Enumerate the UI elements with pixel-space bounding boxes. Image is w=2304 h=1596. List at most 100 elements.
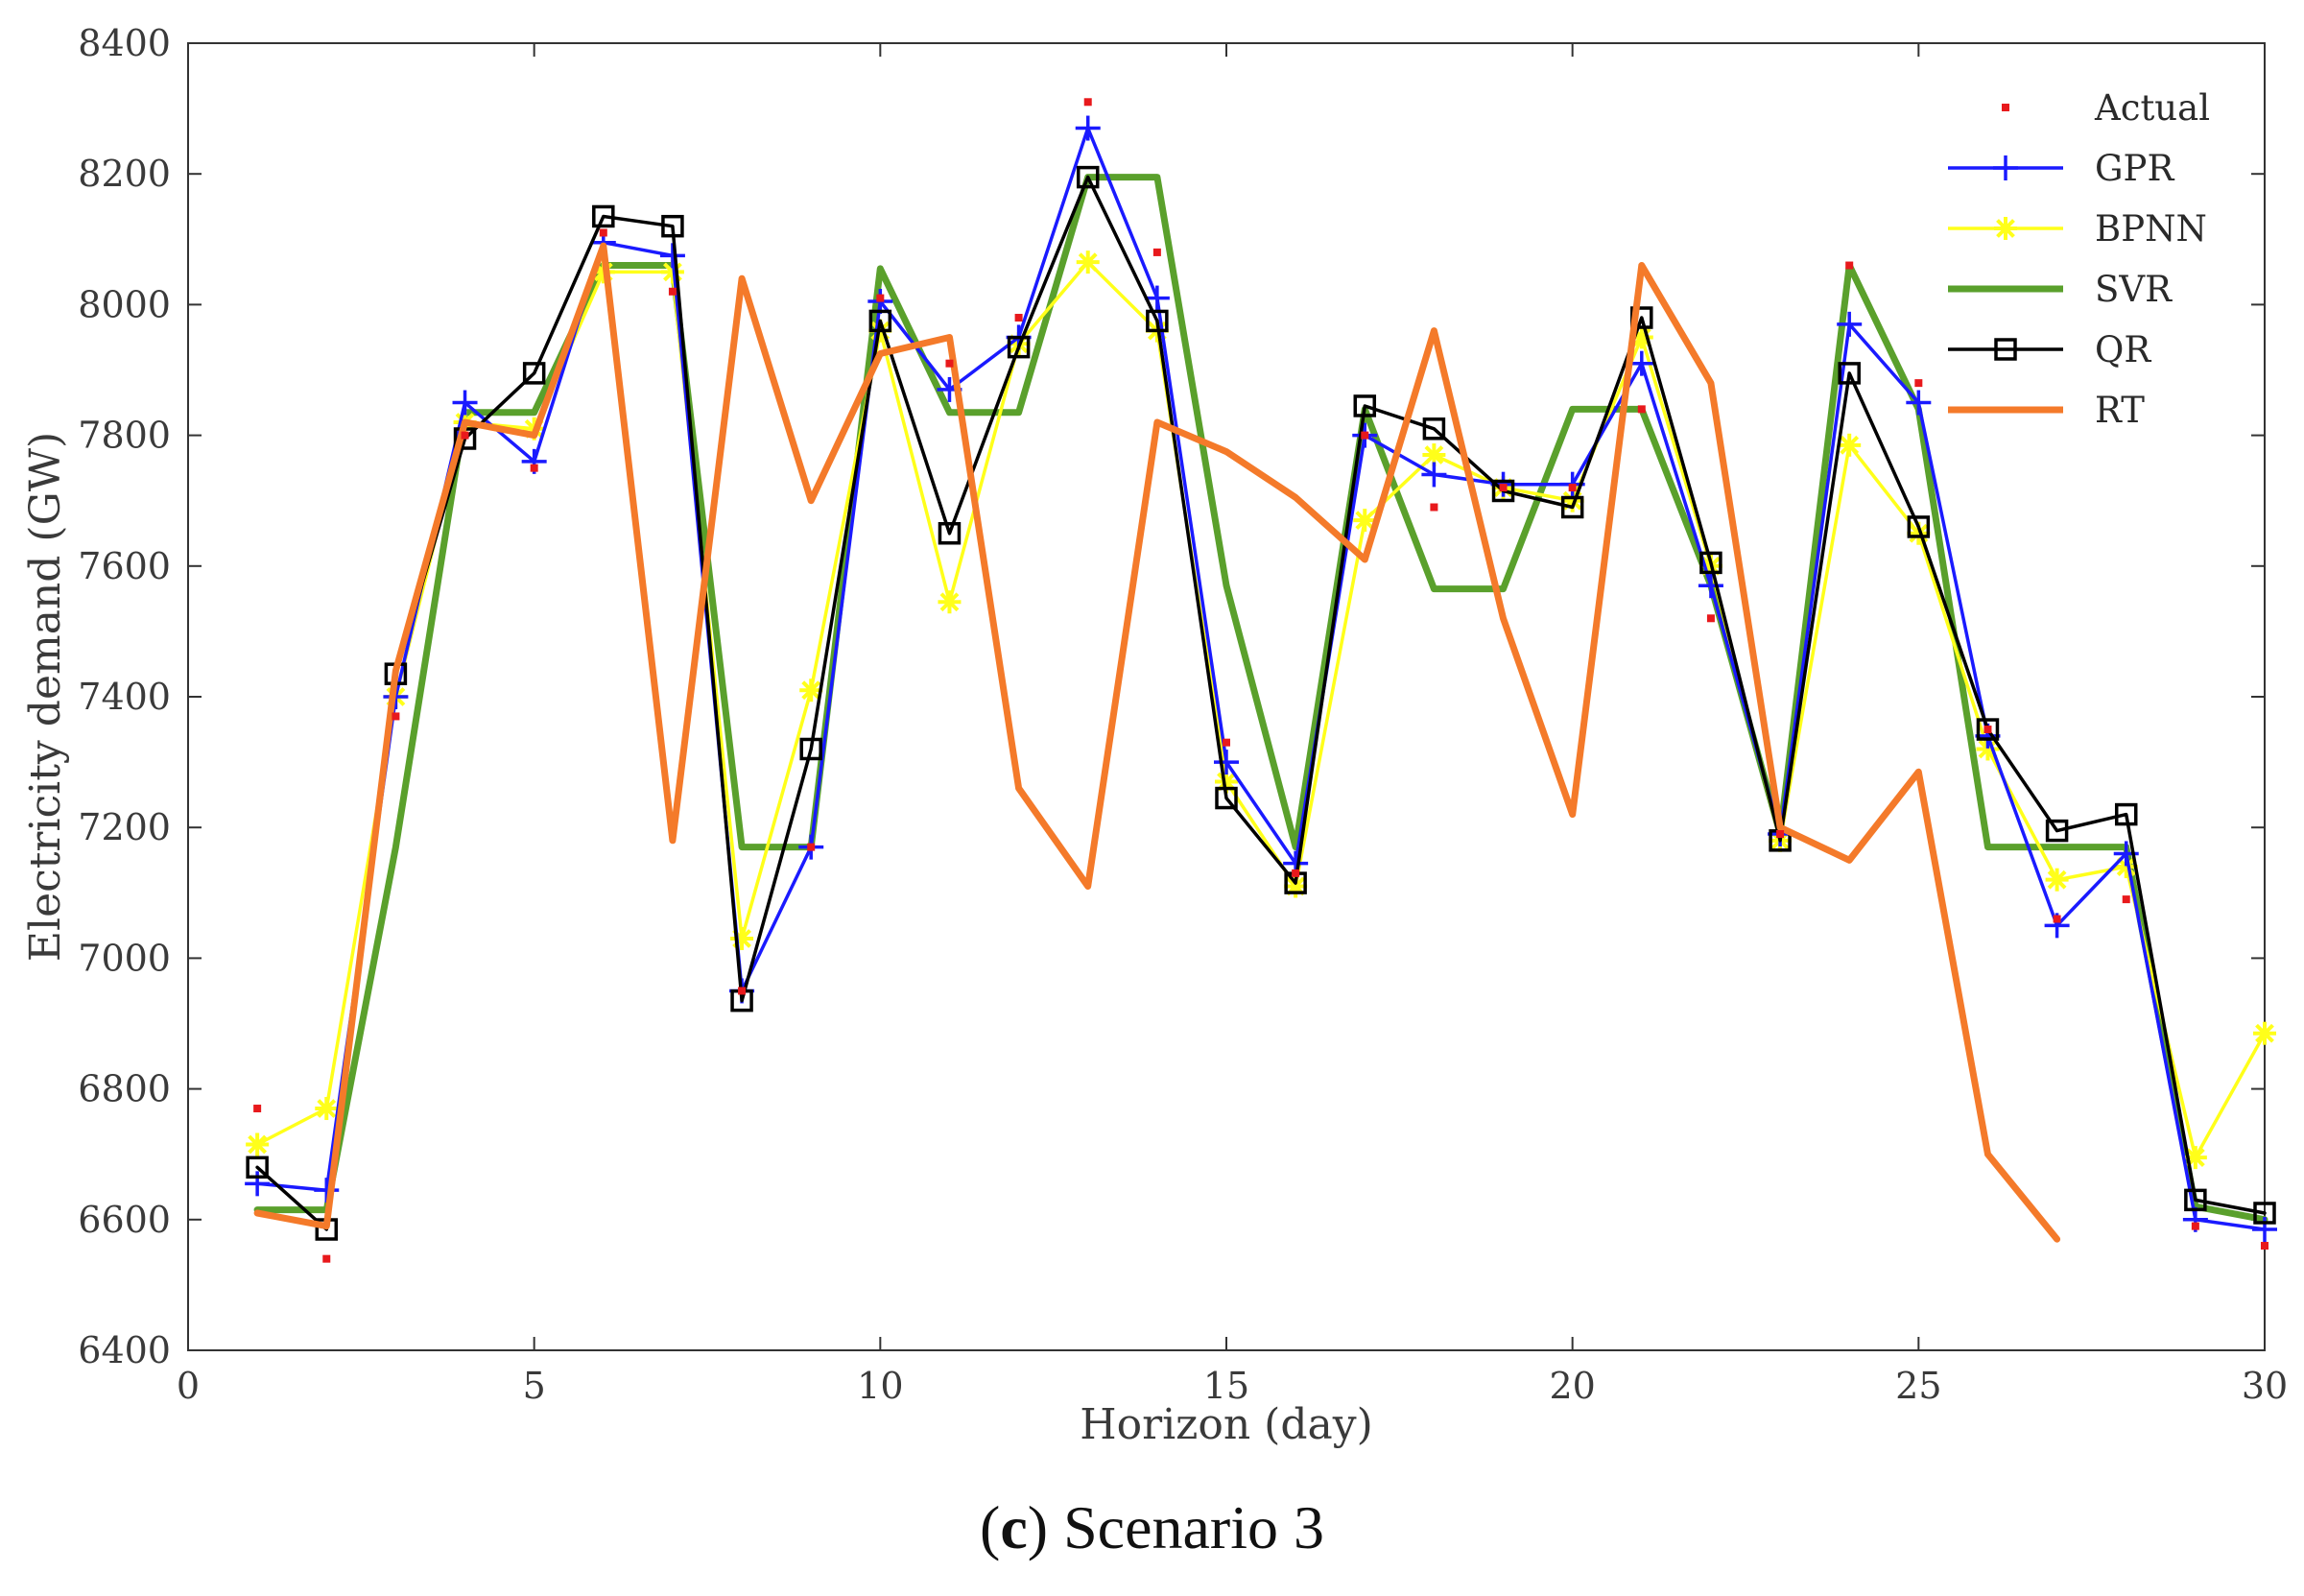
legend-label-svr: SVR — [2095, 269, 2173, 310]
legend-marker-actual — [2002, 104, 2009, 111]
qr-point — [592, 204, 615, 228]
qr-point — [1907, 515, 1931, 538]
x-tick-label: 30 — [2242, 1365, 2288, 1407]
bpnn-point-spoke — [248, 1134, 268, 1155]
bpnn-point-spoke — [1978, 739, 1998, 759]
qr-point — [1976, 718, 2000, 741]
actual-point — [1083, 98, 1092, 107]
legend-entry-bpnn: BPNN — [1948, 208, 2207, 250]
qr-point — [522, 362, 546, 385]
legend-label-bpnn: BPNN — [2095, 208, 2207, 250]
qr-point — [799, 737, 822, 761]
x-tick-label: 10 — [857, 1365, 903, 1407]
bpnn-point — [938, 590, 962, 614]
y-tick-label: 8000 — [78, 283, 171, 325]
gpr-point — [1628, 350, 1654, 376]
bpnn-point — [1907, 521, 1931, 545]
qr-point — [868, 309, 892, 333]
y-tick-label: 6600 — [78, 1199, 171, 1241]
y-tick-label: 7400 — [78, 676, 171, 718]
gpr-point — [1906, 390, 1932, 416]
qr-point — [1560, 495, 1584, 519]
qr-point — [1422, 417, 1446, 441]
gpr-point — [452, 390, 478, 416]
actual-point — [1292, 869, 1300, 877]
x-axis: 0 5 10 15 20 25 30 — [177, 43, 2288, 1407]
series-qr — [246, 165, 2276, 1241]
qr-point — [246, 1155, 269, 1179]
actual-point — [392, 712, 400, 721]
bpnn-point — [1838, 433, 1862, 457]
qr-point — [2114, 802, 2138, 826]
actual-point — [2122, 895, 2130, 904]
qr-line — [255, 175, 2267, 1231]
x-tick-label: 20 — [1549, 1365, 1595, 1407]
bpnn-point-spoke — [801, 680, 821, 701]
qr-point — [2045, 819, 2069, 843]
y-tick-label: 6400 — [78, 1329, 171, 1371]
qr-point — [1146, 309, 1169, 333]
legend-marker-gpr — [1993, 155, 2018, 180]
actual-point — [807, 843, 816, 851]
caption-close: ) — [1027, 1493, 1049, 1561]
qr-point — [1491, 479, 1515, 503]
plot-border — [187, 42, 2266, 1351]
legend-label-gpr: GPR — [2095, 148, 2174, 189]
bpnn-point — [1976, 737, 2000, 761]
gpr-point — [1144, 285, 1170, 311]
actual-point — [668, 287, 677, 296]
x-axis-label: Horizon (day) — [1080, 1400, 1373, 1449]
y-tick-label: 7200 — [78, 806, 171, 848]
x-tick-label: 25 — [1895, 1365, 1941, 1407]
gpr-point — [1698, 573, 1723, 599]
bpnn-point — [730, 926, 754, 950]
bpnn-point-spoke — [1424, 445, 1444, 465]
actual-point — [1776, 830, 1785, 839]
actual-point — [1568, 484, 1577, 492]
actual-point — [2053, 915, 2061, 923]
y-tick-label: 7800 — [78, 415, 171, 457]
bpnn-point-spoke — [2116, 857, 2136, 876]
y-tick-label: 6800 — [78, 1068, 171, 1110]
caption-open: ( — [980, 1493, 1001, 1561]
actual-point — [1706, 614, 1715, 623]
y-axis-label: Electricity demand (GW) — [21, 432, 70, 962]
legend-label-actual: Actual — [2094, 87, 2210, 129]
series-actual — [253, 98, 2268, 1263]
legend-marker-bpnn-spoke — [1996, 219, 2015, 238]
bpnn-point — [2045, 868, 2069, 892]
y-tick-label: 7600 — [78, 545, 171, 587]
actual-point — [1014, 314, 1023, 322]
x-tick-label: 0 — [177, 1365, 200, 1407]
qr-point — [1076, 165, 1100, 189]
actual-point — [1983, 726, 1992, 734]
legend-label-rt: RT — [2095, 390, 2145, 431]
series-svr — [253, 174, 2268, 1224]
plot-frame — [187, 42, 2266, 1351]
bpnn-point — [1076, 250, 1100, 274]
actual-point — [1361, 431, 1369, 440]
actual-point — [1845, 261, 1854, 270]
bpnn-point — [315, 1097, 339, 1121]
actual-point — [1499, 484, 1508, 492]
qr-point — [661, 214, 684, 238]
gpr-point — [1075, 115, 1101, 141]
legend-marker-qr — [1994, 338, 2017, 361]
legend-entry-svr: SVR — [1948, 269, 2173, 310]
bpnn-point-spoke — [317, 1099, 337, 1118]
y-tick-label: 7000 — [78, 937, 171, 979]
legend-marker-bpnn — [1994, 217, 2017, 240]
legend-label-qr: QR — [2095, 329, 2151, 370]
bpnn-point-spoke — [1078, 252, 1098, 273]
actual-point — [738, 987, 747, 995]
bpnn-point-spoke — [2255, 1023, 2274, 1043]
actual-point — [461, 431, 469, 440]
actual-point — [945, 359, 954, 368]
caption-text: Scenario 3 — [1048, 1493, 1324, 1561]
gpr-point — [314, 1178, 340, 1203]
gpr-point — [1421, 462, 1447, 488]
legend-entry-rt: RT — [1948, 390, 2145, 431]
actual-point — [322, 1254, 331, 1263]
qr-point — [2184, 1188, 2207, 1212]
